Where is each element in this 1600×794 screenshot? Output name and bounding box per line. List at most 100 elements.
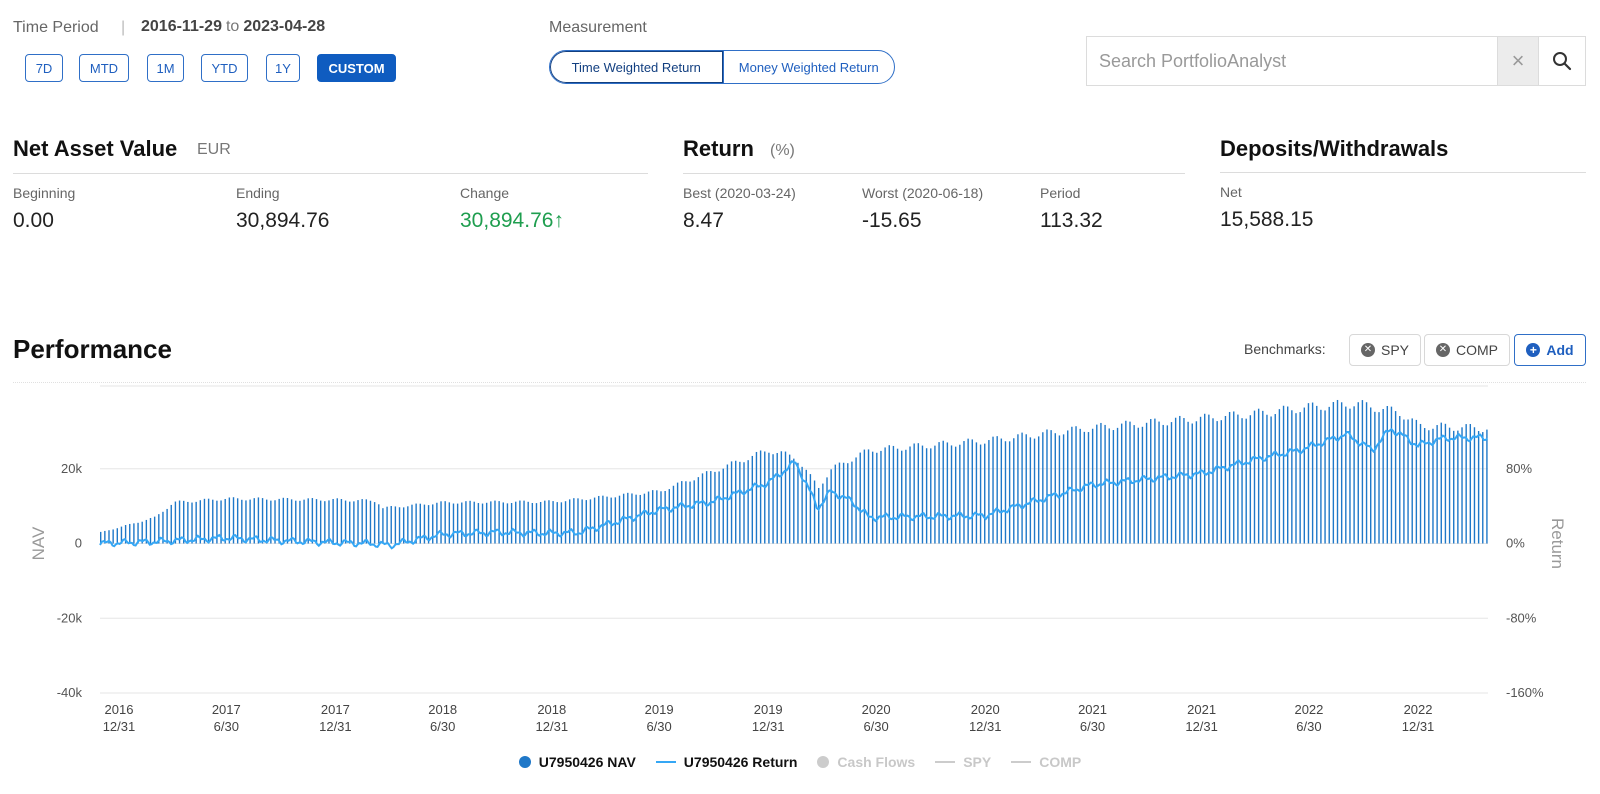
nav-bar [888,445,890,544]
remove-icon[interactable]: ✕ [1360,343,1375,357]
period-custom-button[interactable]: CUSTOM [317,54,396,82]
nav-bar [901,450,903,544]
nav-bar [656,490,658,544]
nav-bar [1399,416,1401,544]
nav-bar [751,455,754,544]
nav-bar [1316,405,1318,544]
nav-bar [1307,403,1310,544]
return-title: Return [683,136,754,161]
nav-bar [465,501,467,544]
period-1y-button[interactable]: 1Y [266,54,300,82]
nav-bar [1486,429,1488,544]
nav-bar [1187,421,1189,544]
nav-bar [311,498,314,544]
nav-bar [971,439,973,544]
nav-bar [1274,414,1276,544]
x-tick-date: 6/30 [863,719,888,734]
legend-swatch [518,756,531,768]
money-weighted-return-button[interactable]: Money Weighted Return [722,51,895,83]
nav-bar [295,500,297,544]
x-tick-date: 6/30 [1296,719,1321,734]
x-tick-year: 2018 [537,702,566,717]
nav-bar [801,466,803,544]
nav-change-value: 30,894.76↑ [460,209,564,233]
nav-bar [1133,425,1135,544]
return-period-value: 113.32 [1040,209,1103,232]
period-7d-button[interactable]: 7D [25,54,63,82]
nav-bar [303,499,305,544]
nav-bar [1021,432,1023,544]
x-tick-year: 2018 [428,702,457,717]
nav-bar [896,448,899,544]
nav-bar [245,500,247,544]
nav-bar [1042,432,1044,544]
nav-bar [332,498,334,544]
nav-bar [813,480,816,544]
search-button[interactable] [1538,36,1586,86]
nav-bar [954,446,957,544]
add-benchmark-button[interactable]: + Add [1514,334,1586,366]
nav-bar [1266,414,1268,544]
nav-bar [170,504,172,544]
nav-bar [747,460,749,544]
benchmark-spy-chip[interactable]: ✕ SPY [1349,334,1421,366]
legend-item[interactable]: U7950426 Return [655,754,798,770]
nav-bar [444,501,446,544]
nav-bar [232,497,235,544]
nav-bar [461,502,463,544]
deposits-net-value: 15,588.15 [1220,208,1314,231]
nav-bar [1004,441,1007,544]
period-ytd-button[interactable]: YTD [201,54,248,82]
nav-bar [1083,431,1086,544]
nav-bar [693,480,695,544]
legend-label: U7950426 Return [683,754,798,770]
nav-bar [515,501,517,544]
nav-bar [614,497,617,544]
nav-bar [1237,414,1239,544]
benchmarks-label: Benchmarks: [1244,341,1326,357]
nav-bar [1087,432,1090,544]
legend-item[interactable]: COMP [1011,754,1081,770]
nav-bar [1336,399,1339,544]
x-tick-date: 6/30 [430,719,455,734]
return-period-label: Period [1040,185,1081,201]
nav-bar [290,499,293,544]
nav-bar [830,469,832,544]
nav-bar [349,501,351,544]
nav-bar [519,500,521,544]
y-right-tick-label: -160% [1506,685,1544,700]
benchmark-comp-chip[interactable]: ✕ COMP [1424,334,1510,366]
nav-bar [1295,413,1297,544]
period-mtd-button[interactable]: MTD [79,54,129,82]
nav-bar [1436,425,1438,544]
nav-bar [863,449,866,544]
nav-bar [1029,437,1032,544]
nav-bar [1287,406,1289,544]
x-tick-year: 2017 [321,702,350,717]
nav-bar [1282,405,1285,544]
nav-ending-label: Ending [236,185,280,201]
nav-bar [560,502,563,544]
nav-bar [203,498,206,544]
nav-bar [452,503,455,544]
nav-bar [564,501,567,544]
time-period-start: 2016-11-29 [141,18,222,35]
nav-bar [1403,419,1405,544]
performance-title: Performance [13,334,172,364]
clear-search-button[interactable]: × [1497,36,1539,86]
legend-item[interactable]: SPY [935,754,991,770]
time-weighted-return-button[interactable]: Time Weighted Return [550,51,723,83]
nav-bar [1241,418,1243,544]
nav-bar [660,491,662,544]
search-input[interactable] [1086,36,1498,86]
nav-bar [689,481,691,544]
nav-bar [1062,434,1065,544]
legend-item[interactable]: U7950426 NAV [518,754,636,770]
nav-bar [867,449,870,544]
nav-bar [602,495,604,544]
period-1m-button[interactable]: 1M [147,54,184,82]
nav-bar [133,523,135,544]
remove-icon[interactable]: ✕ [1436,343,1450,357]
nav-bar [855,457,857,544]
legend-item[interactable]: Cash Flows [817,754,915,770]
